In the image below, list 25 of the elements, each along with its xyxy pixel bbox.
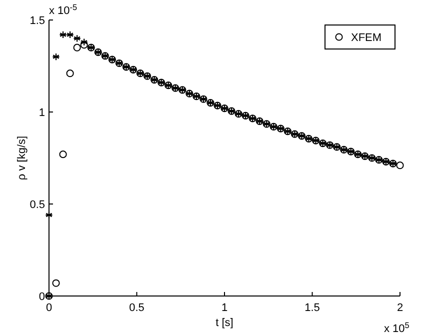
point	[66, 30, 74, 39]
x-tick-label: 2	[396, 302, 404, 314]
y-tick-label: 0.5	[30, 199, 45, 211]
point	[396, 162, 404, 170]
legend-label: XFEM	[351, 32, 382, 44]
y-axis-title: ρ v [kg/s]	[16, 136, 28, 180]
point	[66, 70, 74, 78]
point	[80, 38, 88, 46]
point	[73, 34, 81, 42]
text: x 10$^{5}$	[384, 320, 410, 335]
point	[59, 30, 67, 39]
x-axis-title: t [s]	[216, 317, 234, 329]
point	[73, 44, 81, 52]
text: x 10$^{-5}$	[49, 2, 78, 17]
point	[45, 211, 53, 219]
point	[52, 279, 60, 287]
x-tick-label: 1.5	[304, 302, 320, 314]
point	[59, 150, 67, 158]
y-tick-label: 1.5	[30, 15, 45, 27]
point	[80, 41, 88, 49]
y-tick-label: 1	[38, 107, 45, 119]
x-tick-label: 1	[221, 302, 228, 314]
x-tick-label: 0.5	[129, 302, 144, 314]
point	[52, 52, 60, 61]
y-tick-label: 0	[38, 291, 45, 303]
